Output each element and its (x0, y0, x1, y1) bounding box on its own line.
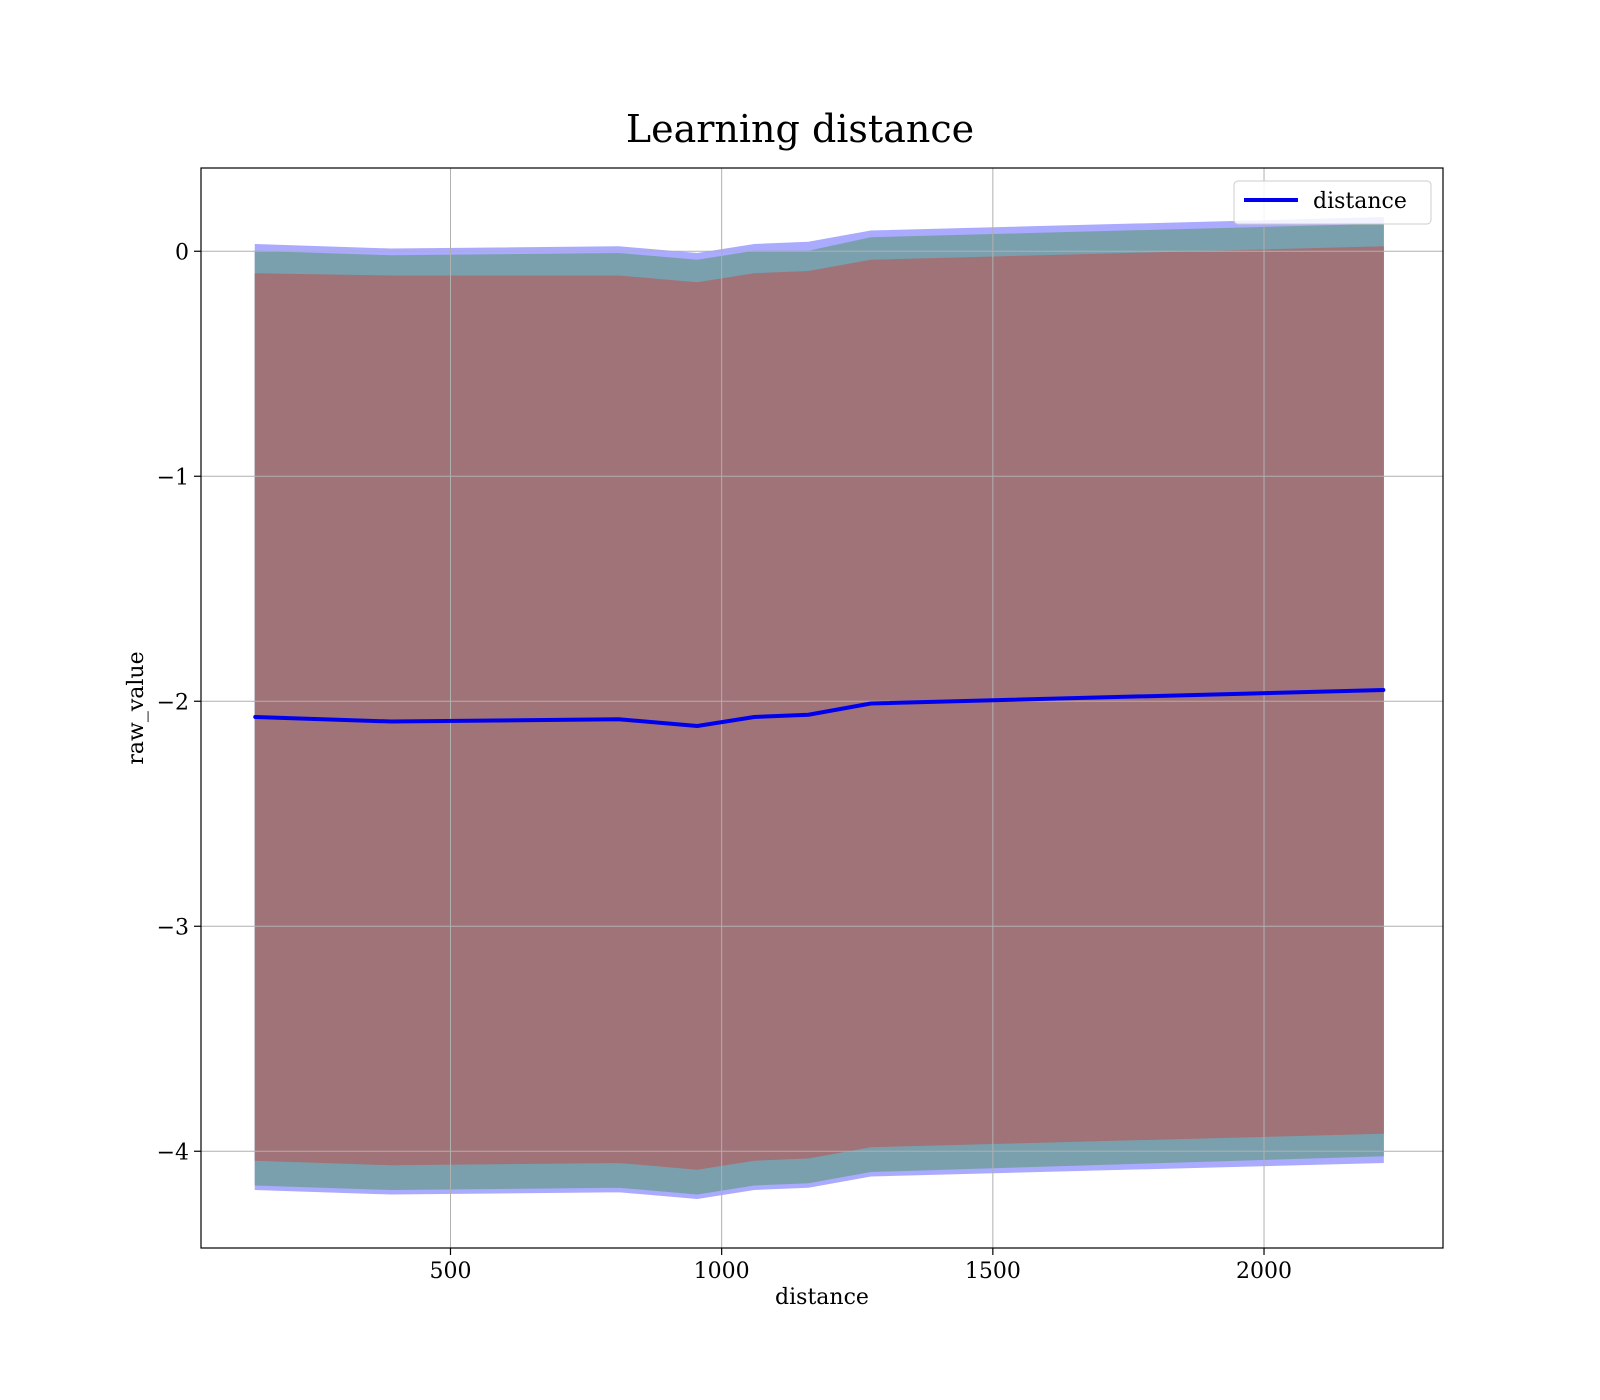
series-line-distance (253, 688, 1386, 728)
x-tick-label: 1500 (965, 1259, 1021, 1284)
grid (201, 168, 1443, 1248)
legend: distance (1233, 180, 1432, 225)
plot-frame (200, 167, 1444, 1249)
y-tick-label: −4 (157, 1140, 189, 1165)
x-tick-label: 1000 (694, 1259, 750, 1284)
chart-title: Learning distance (626, 107, 974, 151)
confidence-band-3 (254, 246, 1384, 1170)
legend-label-distance: distance (1313, 189, 1407, 214)
legend-box (1233, 180, 1432, 225)
confidence-bands (254, 216, 1384, 1200)
x-axis-ticks: 500 1000 1500 2000 (429, 1248, 1292, 1284)
x-tick-label: 500 (429, 1259, 471, 1284)
plot-area (200, 167, 1444, 1249)
x-tick-label: 2000 (1236, 1259, 1292, 1284)
y-axis-label: raw_value (124, 651, 149, 764)
y-tick-label: −2 (157, 690, 189, 715)
x-axis-label: distance (775, 1285, 869, 1310)
series-lines (253, 688, 1386, 728)
y-tick-label: −1 (157, 465, 189, 490)
y-axis-ticks: 0 −1 −2 −3 −4 (157, 240, 201, 1165)
y-tick-label: 0 (175, 240, 189, 265)
y-tick-label: −3 (157, 915, 189, 940)
